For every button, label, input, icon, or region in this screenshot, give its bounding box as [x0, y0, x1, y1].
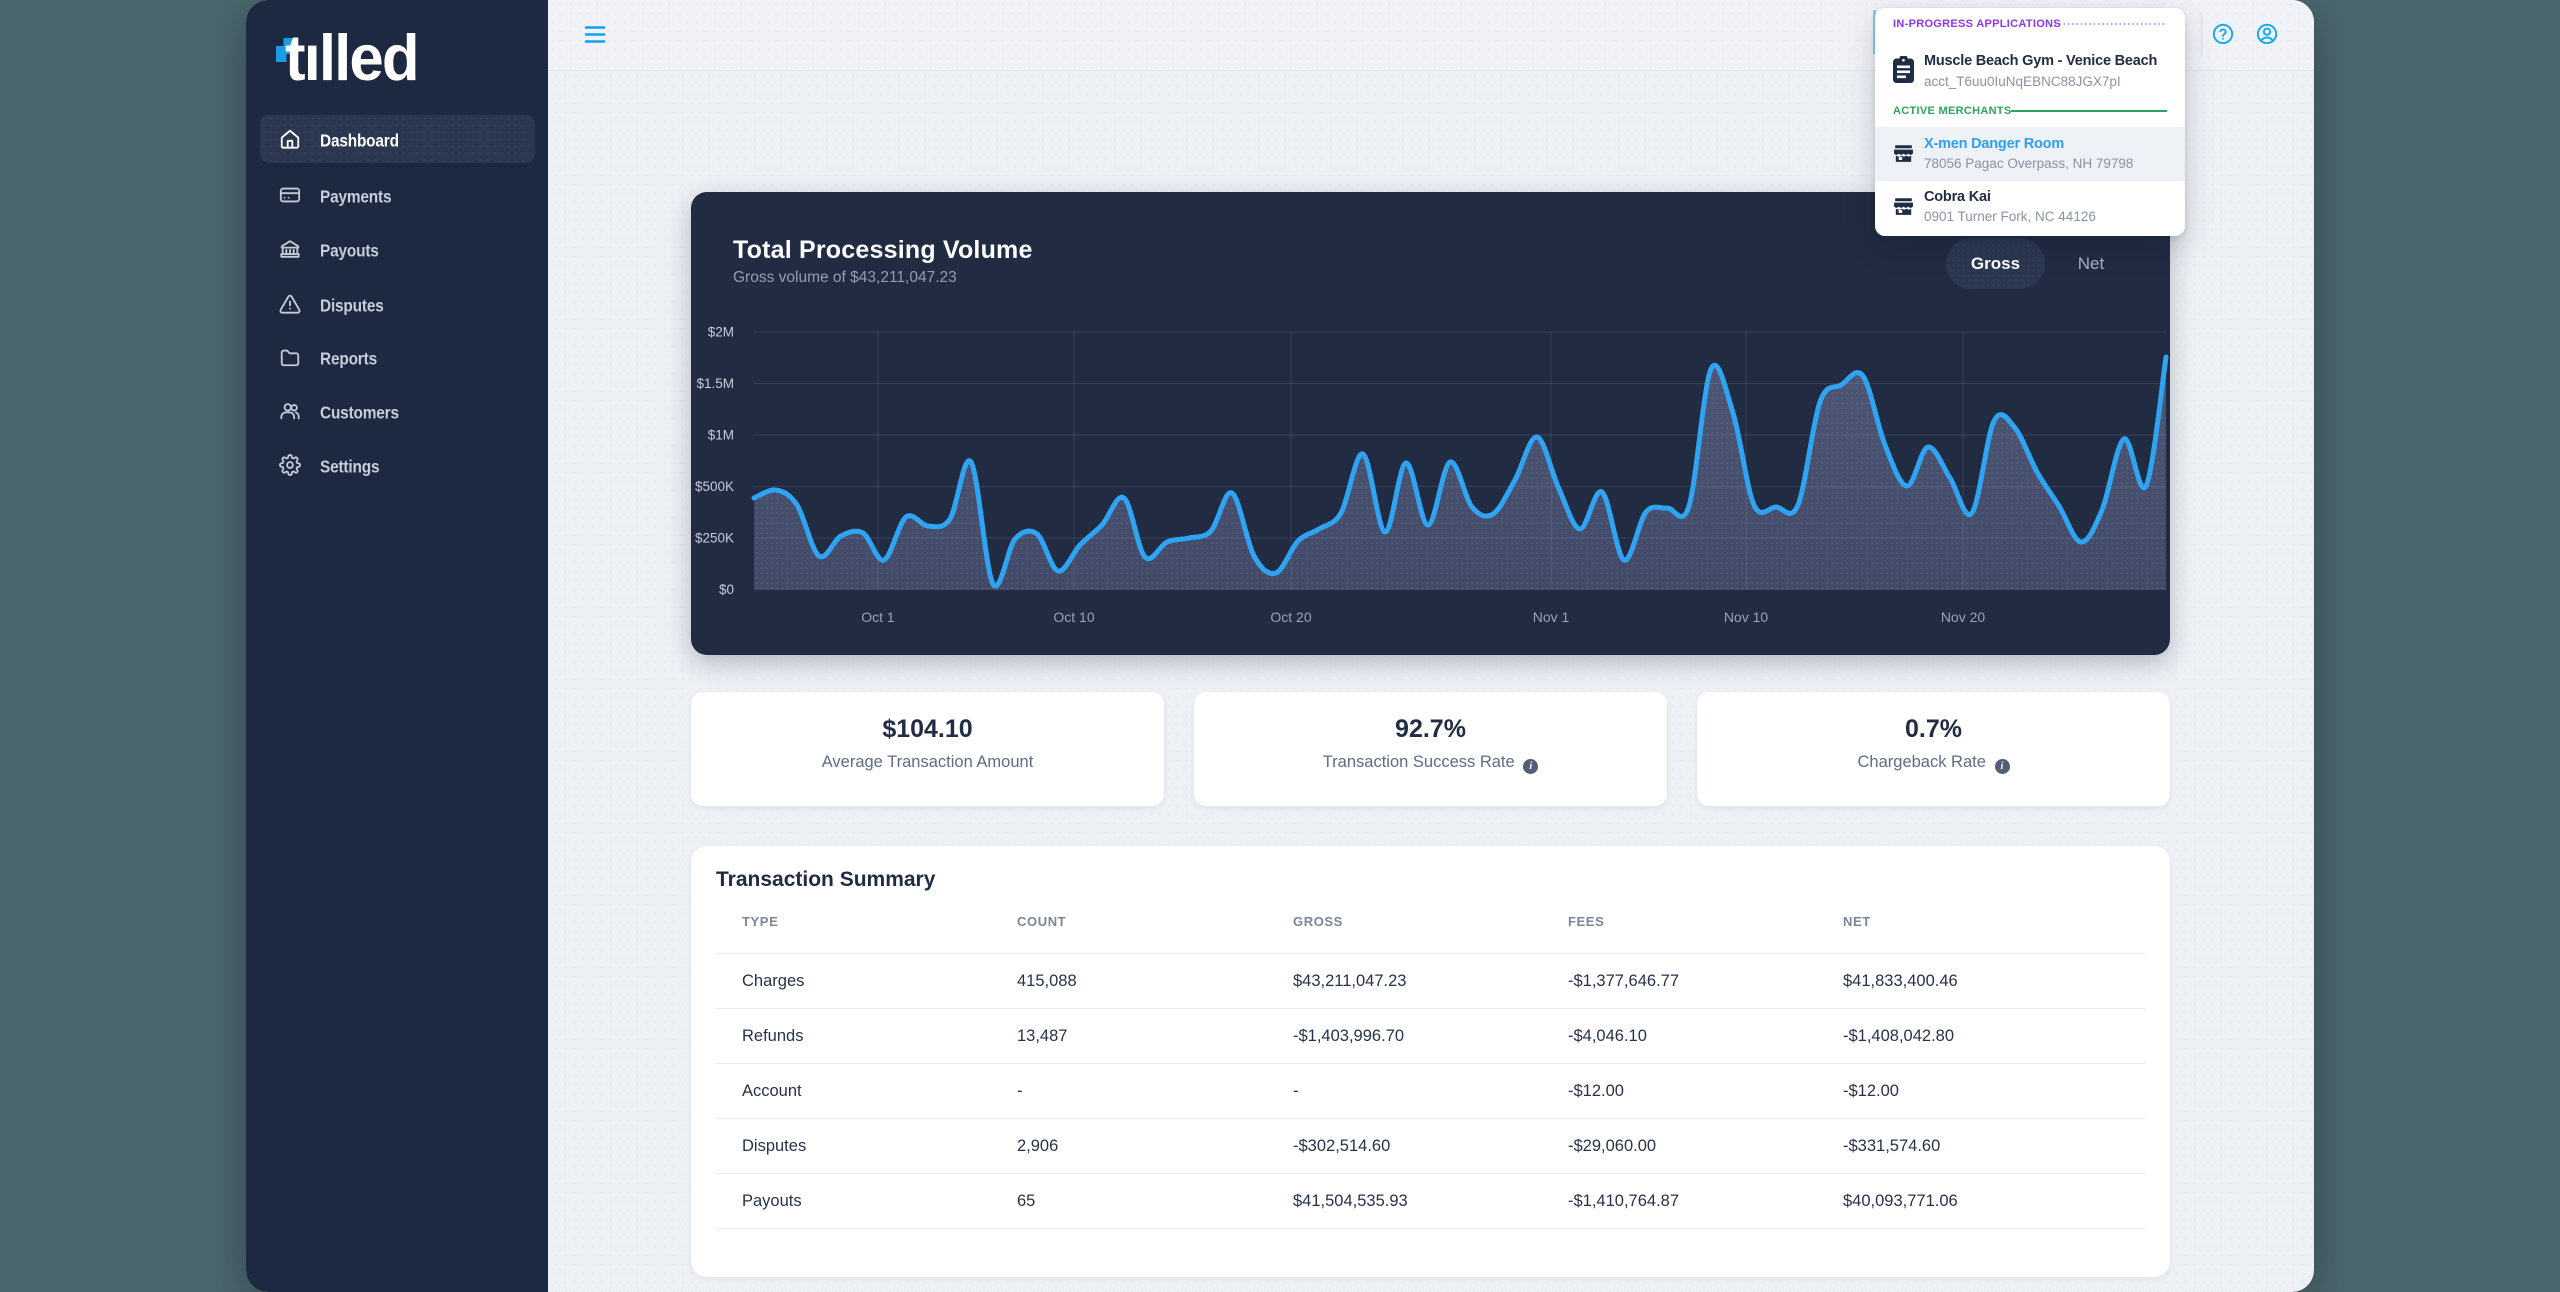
svg-text:$500K: $500K — [695, 479, 734, 494]
svg-text:Oct 10: Oct 10 — [1053, 609, 1094, 625]
svg-text:tılled: tılled — [285, 30, 418, 84]
svg-text:$2M: $2M — [708, 325, 734, 340]
svg-text:Oct 20: Oct 20 — [1270, 609, 1311, 625]
svg-text:Nov 1: Nov 1 — [1533, 609, 1570, 625]
svg-text:$1M: $1M — [708, 428, 734, 443]
svg-text:$0: $0 — [719, 582, 734, 597]
svg-text:$250K: $250K — [695, 531, 734, 546]
svg-text:$1.5M: $1.5M — [696, 376, 734, 391]
svg-text:Nov 10: Nov 10 — [1724, 609, 1769, 625]
svg-text:Nov 20: Nov 20 — [1941, 609, 1986, 625]
svg-text:Oct 1: Oct 1 — [861, 609, 895, 625]
